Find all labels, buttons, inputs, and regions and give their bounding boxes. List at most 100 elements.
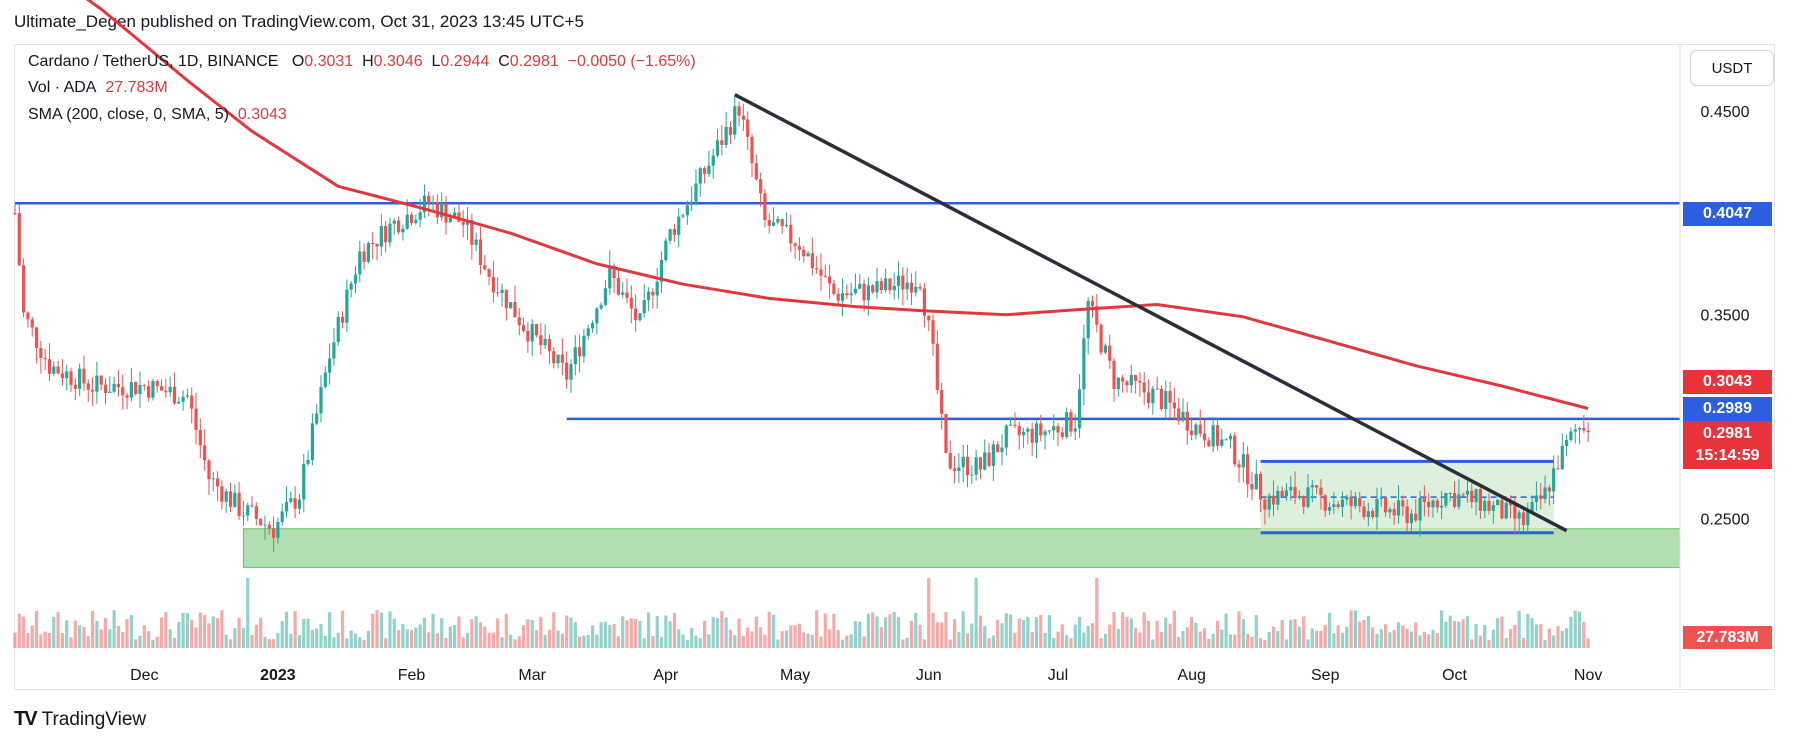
candle [1228,435,1233,440]
candle [901,275,905,290]
candle [840,293,845,301]
volume-bar [1082,632,1086,648]
candle [233,492,237,507]
volume-bar [935,622,939,648]
volume-bar [198,612,202,648]
candle [1474,489,1478,503]
volume-bar [996,619,1000,648]
candle [293,498,297,509]
candle [651,291,655,296]
volume-bar [78,625,82,648]
volume-bar [565,615,569,648]
candle [1539,495,1543,499]
candle [396,220,401,233]
volume-bar [1569,616,1573,648]
volume-bar [362,639,366,648]
volume-bar [246,578,250,648]
candle [1108,345,1112,361]
candle [728,126,733,135]
volume-bar [474,616,478,648]
candle [168,386,172,393]
candle [159,386,164,391]
volume-bar [526,619,530,648]
candle [858,283,862,289]
volume-bar [267,639,271,648]
volume-bar [47,633,52,648]
volume-bar [1241,619,1245,648]
volume-bar [1414,622,1418,648]
volume-bar [879,627,883,648]
candle [1315,485,1319,488]
candle [896,275,901,286]
candle [797,246,802,250]
candle [215,478,220,487]
candle [39,348,43,358]
volume-bar [1220,629,1224,648]
volume-bar [43,631,47,648]
volume-bar [1491,629,1495,648]
volume-bar [608,624,612,648]
volume-bar [224,634,228,648]
volume-bar [638,620,642,648]
candle [1487,500,1491,511]
volume-bar [1086,625,1090,648]
volume-bar [1164,617,1168,648]
volume-bar [504,613,508,648]
volume-bar [1474,623,1478,648]
candle [1134,375,1138,381]
candle [228,491,233,507]
volume-bar [1358,621,1362,648]
candle [789,224,793,244]
candle [297,499,302,509]
low-value: 0.2944 [440,53,490,70]
volume-bar [177,621,181,648]
volume-bar [1108,624,1112,648]
candle [30,319,34,328]
volume-bar [396,630,401,648]
candle [681,215,685,217]
volume-bar [1289,619,1293,648]
volume-bar [1056,631,1060,648]
volume-bar [1246,634,1250,648]
candle [668,229,672,241]
volume-bar [914,612,918,648]
candle [539,335,543,346]
volume-bar [211,616,215,648]
candle [1440,505,1444,508]
volume-bar [13,632,17,648]
volume-bar [1142,612,1146,648]
candle [78,368,82,389]
volume-bar [392,618,396,648]
volume-bar [1146,620,1151,648]
candle [621,292,625,295]
candle [65,371,69,379]
volume-bar [1483,624,1487,648]
candle [1508,502,1513,506]
candle [1030,428,1034,443]
volume-bar [1457,621,1461,648]
volume-bar [1181,630,1185,648]
volume-bar [677,629,681,648]
volume-bar [1586,638,1590,648]
candle [1258,473,1263,500]
candle [1371,511,1375,518]
volume-bar [720,610,724,648]
candle [1435,500,1439,508]
volume-bar [703,620,707,648]
volume-bar [784,630,789,648]
publisher-header: Ultimate_Degen published on TradingView.… [14,12,584,31]
candle [1293,486,1297,498]
volume-bar [625,620,629,648]
candle [875,281,879,293]
volume-bar [612,624,616,648]
candle [1302,495,1306,507]
currency-button[interactable]: USDT [1690,50,1774,86]
volume-bar [237,617,241,648]
volume-bar [1543,639,1547,648]
volume-bar [1396,622,1401,648]
volume-bar [121,632,125,648]
volume-bar [724,617,728,648]
candle [1177,408,1181,421]
candle [1280,490,1284,497]
